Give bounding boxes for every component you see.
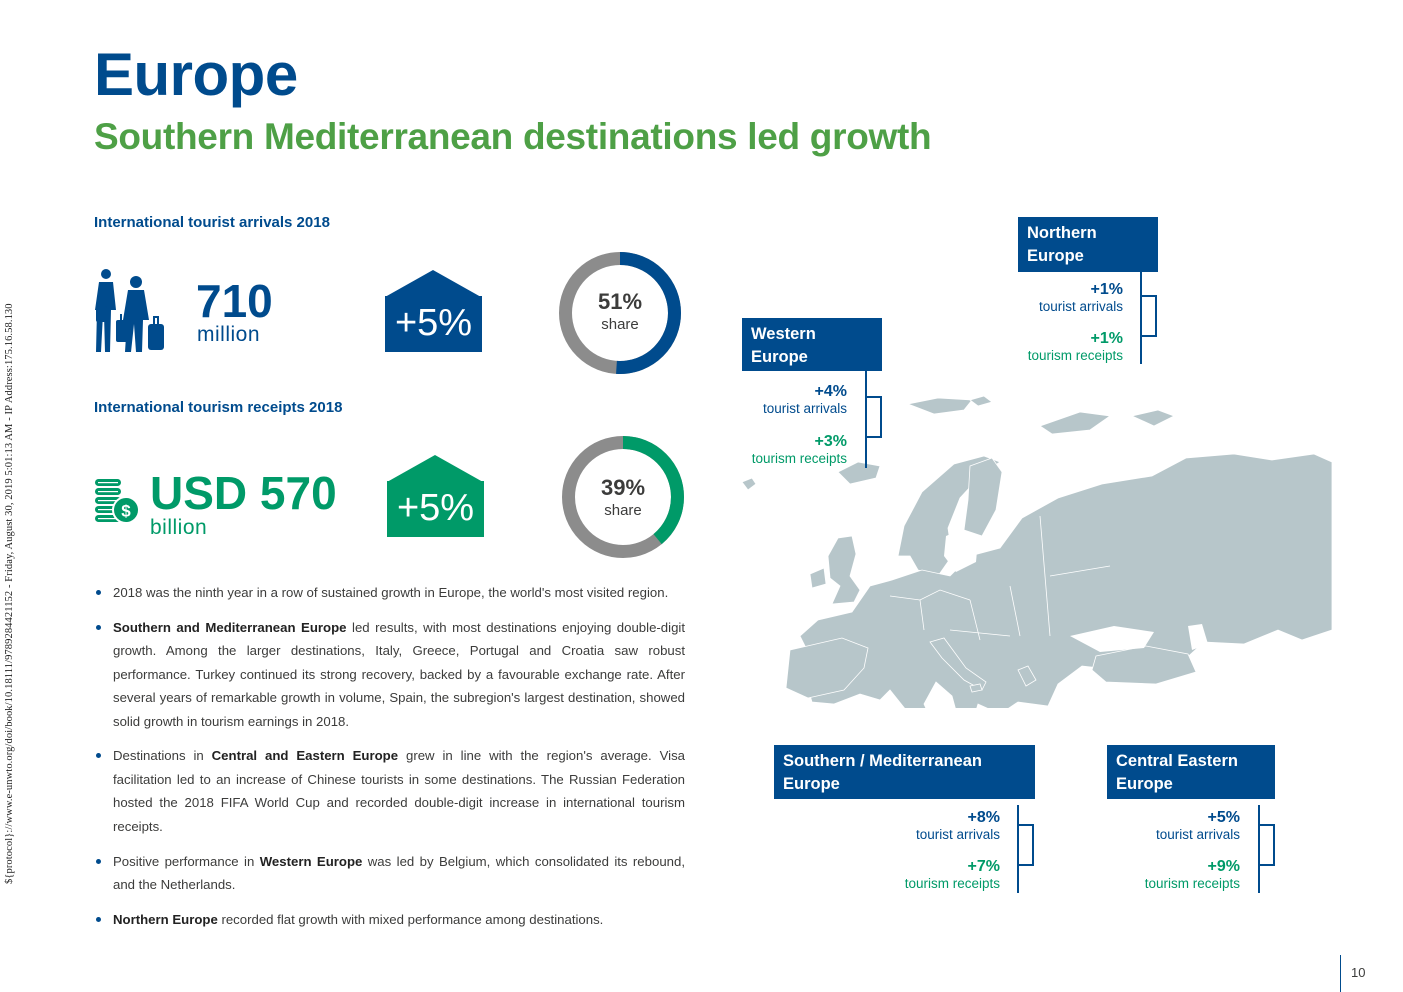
arrivals-unit: million — [197, 323, 261, 346]
western-receipts-label: tourism receipts — [751, 451, 847, 466]
coins-dollar-icon: $ — [93, 477, 141, 527]
bullet-item: Destinations in Central and Eastern Euro… — [94, 744, 685, 838]
central-receipts-stat: +9% tourism receipts — [1145, 857, 1240, 892]
bullet-list: 2018 was the ninth year in a row of sust… — [94, 581, 685, 943]
page-subtitle: Southern Mediterranean destinations led … — [94, 116, 932, 157]
western-receipts-stat: +3% tourism receipts — [752, 432, 847, 467]
bullet-item: Northern Europe recorded flat growth wit… — [94, 908, 685, 931]
central-arrivals-label: tourist arrivals — [1155, 827, 1240, 842]
southern-arrivals-value: +8% — [967, 809, 1000, 826]
southern-receipts-stat: +7% tourism receipts — [905, 857, 1000, 892]
southern-name-line1: Southern / Mediterranean — [783, 752, 982, 770]
arrivals-value: 710 — [196, 275, 273, 327]
bullet-item: Southern and Mediterranean Europe led re… — [94, 616, 685, 733]
central-name-line1: Central Eastern — [1116, 752, 1238, 770]
arrivals-share-label: 51% share — [555, 289, 685, 333]
western-name-line1: Western — [751, 325, 816, 343]
southern-arrivals-label: tourist arrivals — [915, 827, 1000, 842]
receipts-share-word: share — [604, 502, 642, 519]
central-arrivals-value: +5% — [1207, 809, 1240, 826]
southern-receipts-label: tourism receipts — [904, 876, 1000, 891]
side-access-note: ${protocol}://www.e-unwto.org/doi/book/1… — [4, 303, 15, 884]
arrivals-share-donut — [555, 248, 685, 378]
arrivals-growth-value: +5% — [394, 302, 473, 344]
receipts-donut-arc — [562, 436, 684, 558]
bullet-item: Positive performance in Western Europe w… — [94, 850, 685, 897]
receipts-growth-value: +5% — [396, 487, 475, 529]
northern-receipts-stat: +1% tourism receipts — [1028, 329, 1123, 364]
northern-bracket — [1140, 272, 1157, 364]
southern-receipts-value: +7% — [967, 858, 1000, 875]
central-eastern-europe-box: Central Eastern Europe — [1107, 745, 1275, 799]
western-arrivals-stat: +4% tourist arrivals — [763, 382, 847, 417]
central-receipts-value: +9% — [1207, 858, 1240, 875]
western-arrivals-value: +4% — [814, 383, 847, 400]
central-arrivals-stat: +5% tourist arrivals — [1156, 808, 1240, 843]
bullet-item: 2018 was the ninth year in a row of sust… — [94, 581, 685, 604]
travellers-icon — [94, 266, 172, 356]
northern-name-line1: Northern — [1027, 224, 1097, 242]
western-bracket — [865, 371, 882, 468]
europe-map — [740, 386, 1334, 737]
northern-name-line2: Europe — [1027, 247, 1084, 265]
southern-arrivals-stat: +8% tourist arrivals — [916, 808, 1000, 843]
northern-receipts-value: +1% — [1090, 330, 1123, 347]
receipts-growth-badge: +5% — [387, 455, 484, 537]
page-number-divider — [1340, 955, 1341, 992]
western-arrivals-label: tourist arrivals — [762, 401, 847, 416]
receipts-value: USD 570 — [150, 467, 337, 519]
northern-arrivals-value: +1% — [1090, 281, 1123, 298]
northern-receipts-label: tourism receipts — [1027, 348, 1123, 363]
receipts-share-label: 39% share — [558, 475, 688, 519]
northern-arrivals-label: tourist arrivals — [1038, 299, 1123, 314]
page-number: 10 — [1351, 965, 1366, 980]
receipts-unit: billion — [150, 516, 208, 539]
page-title: Europe — [94, 41, 298, 108]
arrivals-growth-badge: +5% — [385, 270, 482, 352]
arrivals-label: International tourist arrivals 2018 — [94, 214, 330, 231]
svg-text:$: $ — [121, 502, 131, 521]
arrivals-share-word: share — [601, 316, 639, 333]
western-receipts-value: +3% — [814, 433, 847, 450]
central-name-line2: Europe — [1116, 775, 1173, 793]
arrivals-donut-arc — [559, 252, 681, 374]
western-name-line2: Europe — [751, 348, 808, 366]
southern-bracket — [1017, 805, 1034, 893]
northern-europe-box: Northern Europe — [1018, 217, 1158, 272]
receipts-label: International tourism receipts 2018 — [94, 399, 343, 416]
southern-name-line2: Europe — [783, 775, 840, 793]
central-bracket — [1258, 805, 1275, 893]
central-receipts-label: tourism receipts — [1144, 876, 1240, 891]
arrivals-share-pct: 51% — [597, 289, 643, 314]
receipts-share-donut — [558, 432, 688, 562]
western-europe-box: Western Europe — [742, 318, 882, 371]
southern-europe-box: Southern / Mediterranean Europe — [774, 745, 1035, 799]
northern-arrivals-stat: +1% tourist arrivals — [1039, 280, 1123, 315]
receipts-share-pct: 39% — [600, 475, 646, 500]
